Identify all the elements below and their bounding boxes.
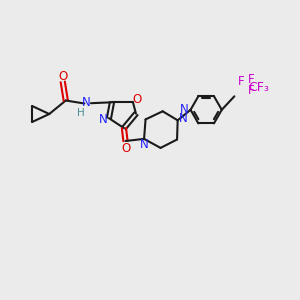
Text: CF₃: CF₃	[248, 81, 269, 94]
Text: F: F	[248, 73, 254, 86]
Text: N: N	[180, 103, 189, 116]
Text: O: O	[133, 93, 142, 106]
Text: O: O	[122, 142, 131, 155]
Text: N: N	[99, 113, 108, 126]
Text: F: F	[238, 75, 244, 88]
Text: H: H	[76, 108, 84, 118]
Text: N: N	[179, 112, 188, 125]
Text: O: O	[58, 70, 68, 83]
Text: N: N	[140, 138, 148, 151]
Text: N: N	[82, 96, 91, 110]
Text: F: F	[248, 84, 254, 98]
